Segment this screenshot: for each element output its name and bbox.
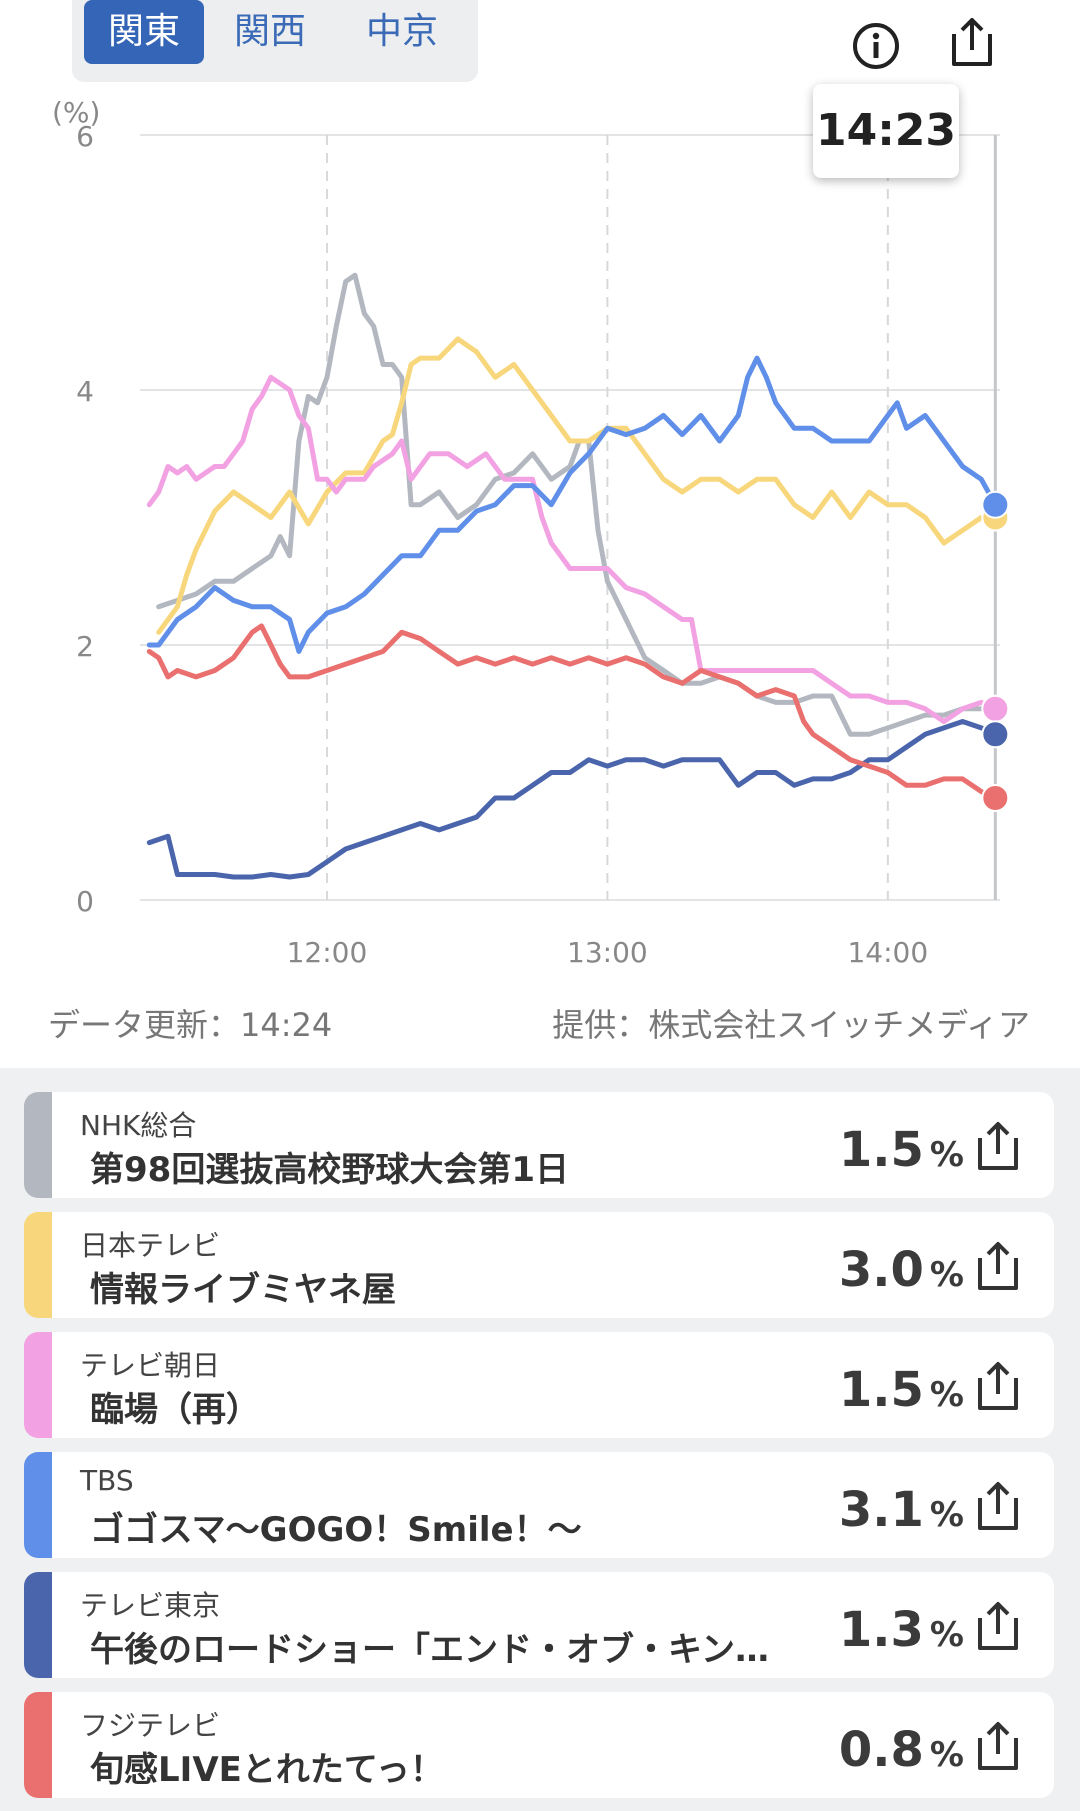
share-icon[interactable]: [944, 12, 1000, 72]
tab-kansai[interactable]: 関西: [233, 11, 306, 52]
channel-name: テレビ東京: [80, 1589, 221, 1622]
rating-value: 1.5%: [824, 1362, 964, 1418]
share-icon[interactable]: [970, 1118, 1026, 1174]
info-icon[interactable]: [848, 18, 904, 74]
rating-unit: %: [929, 1615, 964, 1655]
share-icon[interactable]: [970, 1718, 1026, 1774]
program-card[interactable]: 日本テレビ情報ライブミヤネ屋 3.0%: [24, 1212, 1054, 1318]
rating-value: 1.5%: [824, 1122, 964, 1178]
y-tick-label: 4: [76, 375, 94, 408]
rating-number: 1.5: [838, 1122, 924, 1178]
series-end-point: [981, 720, 1010, 749]
rating-number: 3.1: [838, 1482, 924, 1538]
channel-color-bar: [24, 1332, 52, 1438]
program-title: 旬感LIVEとれたてっ！: [90, 1750, 444, 1790]
rating-unit: %: [929, 1135, 964, 1175]
x-tick-label: 14:00: [847, 936, 928, 969]
channel-name: TBS: [80, 1464, 134, 1497]
rating-value: 3.0%: [824, 1242, 964, 1298]
series-line: [156, 272, 998, 737]
rating-unit: %: [929, 1255, 964, 1295]
tab-chukyo[interactable]: 中京: [365, 11, 438, 52]
channel-name: NHK総合: [80, 1109, 197, 1142]
series-line: [156, 336, 998, 635]
rating-unit: %: [929, 1735, 964, 1775]
rating-value: 0.8%: [824, 1722, 964, 1778]
program-title: ゴゴスマ〜GOGO！Smile！〜: [90, 1510, 582, 1550]
channel-name: 日本テレビ: [80, 1229, 221, 1262]
channel-color-bar: [24, 1452, 52, 1558]
series-end-point: [981, 694, 1010, 723]
ratings-chart: 0 2 4 6(%) 12:00 13:00 14:00: [52, 96, 1010, 969]
channel-name: テレビ朝日: [80, 1349, 221, 1382]
rating-unit: %: [929, 1495, 964, 1535]
channel-color-bar: [24, 1572, 52, 1678]
program-card[interactable]: TBS ゴゴスマ〜GOGO！Smile！〜 3.1%: [24, 1452, 1054, 1558]
rating-number: 3.0: [838, 1242, 924, 1298]
rating-number: 1.5: [838, 1362, 924, 1418]
y-tick-label: 2: [76, 630, 94, 663]
data-updated-text: データ更新：14:24: [48, 1006, 333, 1044]
y-tick-label: 6: [76, 120, 94, 153]
series-line: [146, 719, 998, 880]
channel-color-bar: [24, 1092, 52, 1198]
channel-name: フジテレビ: [80, 1709, 221, 1742]
rating-unit: %: [929, 1375, 964, 1415]
program-card[interactable]: NHK総合第98回選抜高校野球大会第1日 1.5%: [24, 1092, 1054, 1198]
program-title: 情報ライブミヤネ屋: [90, 1270, 396, 1310]
program-card[interactable]: テレビ東京午後のロードショー「エンド・オブ・キン… 1.3%: [24, 1572, 1054, 1678]
share-icon[interactable]: [970, 1598, 1026, 1654]
tab-kanto[interactable]: 関東: [84, 0, 204, 64]
rating-value: 3.1%: [824, 1482, 964, 1538]
series-line: [146, 623, 998, 801]
program-title: 臨場（再）: [90, 1390, 260, 1430]
program-card[interactable]: フジテレビ旬感LIVEとれたてっ！ 0.8%: [24, 1692, 1054, 1798]
x-tick-label: 12:00: [287, 936, 368, 969]
x-tick-label: 13:00: [567, 936, 648, 969]
y-unit-label: (%): [52, 96, 100, 129]
share-icon[interactable]: [970, 1238, 1026, 1294]
region-tab-bar: 関東 関西 中京: [72, 0, 478, 82]
program-list: NHK総合第98回選抜高校野球大会第1日 1.5% 日本テレビ情報ライブミヤネ屋 3.…: [0, 1068, 1080, 1811]
series-line: [146, 374, 998, 724]
series-line: [146, 355, 998, 654]
share-icon[interactable]: [970, 1358, 1026, 1414]
series-end-point: [981, 490, 1010, 519]
series-end-point: [981, 784, 1010, 812]
program-card[interactable]: テレビ朝日臨場（再） 1.5%: [24, 1332, 1054, 1438]
rating-number: 1.3: [838, 1602, 924, 1658]
rating-number: 0.8: [838, 1722, 924, 1778]
y-tick-label: 0: [76, 885, 94, 918]
program-title: 第98回選抜高校野球大会第1日: [90, 1150, 569, 1190]
provider-text: 提供：株式会社スイッチメディア: [552, 1006, 1030, 1044]
share-icon[interactable]: [970, 1478, 1026, 1534]
channel-color-bar: [24, 1692, 52, 1798]
rating-value: 1.3%: [824, 1602, 964, 1658]
cursor-time-badge: 14:23: [813, 84, 959, 178]
channel-color-bar: [24, 1212, 52, 1318]
program-title: 午後のロードショー「エンド・オブ・キン…: [90, 1630, 769, 1670]
